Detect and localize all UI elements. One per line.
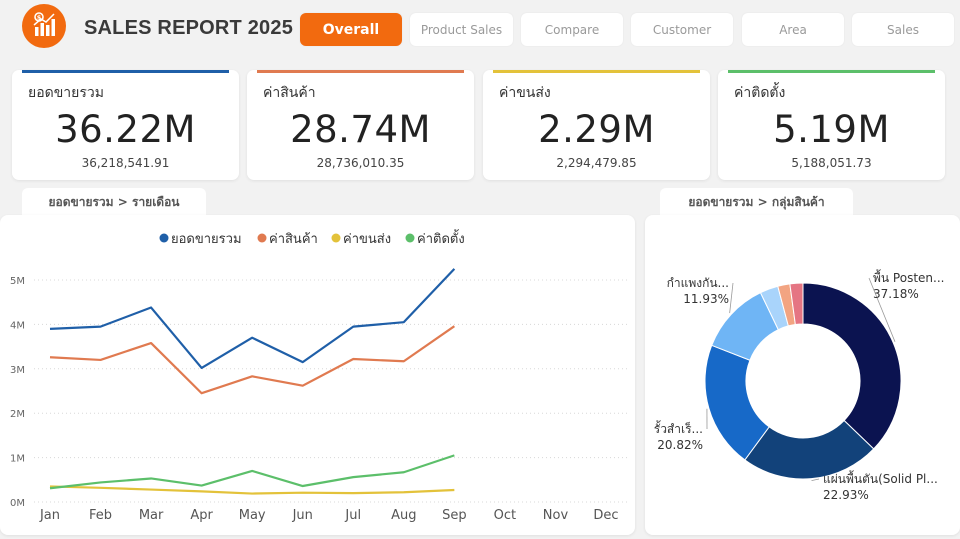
kpi-value: 36.22M (12, 108, 239, 151)
tab-area[interactable]: Area (742, 13, 844, 46)
x-tick-label: Jan (39, 508, 60, 523)
donut-panel-title: ยอดขายรวม > กลุ่มสินค้า (660, 188, 853, 216)
legend-marker (406, 234, 415, 243)
kpi-card-product-cost: ค่าสินค้า 28.74M 28,736,010.35 (247, 70, 474, 180)
x-tick-label: Dec (593, 508, 618, 523)
slice-percent-label: 11.93% (683, 292, 729, 306)
kpi-accent-bar (728, 70, 935, 73)
x-tick-label: Jun (292, 508, 313, 523)
slice-percent-label: 22.93% (823, 488, 869, 502)
y-tick-label: 2M (10, 409, 25, 420)
series-line[interactable] (50, 455, 454, 488)
tab-overall[interactable]: Overall (300, 13, 402, 46)
slice-label: รั้วสำเร็... (654, 420, 703, 436)
product-group-donut-chart: พื้น Posten... 37.18% แผ่นพื้นตัน(Solid Pl… (645, 215, 960, 535)
series-line[interactable] (50, 269, 454, 368)
legend-marker (332, 234, 341, 243)
slice-label: พื้น Posten... (873, 269, 944, 285)
leader-line (730, 283, 733, 313)
legend-label[interactable]: ค่าขนส่ง (343, 232, 391, 247)
series-line[interactable] (50, 486, 454, 493)
kpi-card-total-sales: ยอดขายรวม 36.22M 36,218,541.91 (12, 70, 239, 180)
series-line[interactable] (50, 326, 454, 393)
legend-marker (160, 234, 169, 243)
kpi-value: 2.29M (483, 108, 710, 151)
x-tick-label: Nov (543, 508, 569, 523)
x-tick-label: Aug (391, 508, 416, 523)
line-chart-panel: 0M 1M 2M 3M 4M 5M Jan Feb Mar Apr May Jun Jul Aug Sep O… (0, 215, 635, 535)
kpi-detail: 5,188,051.73 (718, 156, 945, 170)
monthly-line-chart: 0M 1M 2M 3M 4M 5M Jan Feb Mar Apr May Jun Jul Aug Sep O… (0, 215, 635, 535)
y-tick-label: 5M (10, 276, 25, 287)
kpi-label: ยอดขายรวม (28, 82, 104, 104)
x-tick-label: Mar (139, 508, 164, 523)
kpi-accent-bar (493, 70, 700, 73)
legend-label[interactable]: ยอดขายรวม (171, 232, 242, 247)
kpi-card-installation: ค่าติดตั้ง 5.19M 5,188,051.73 (718, 70, 945, 180)
legend-label[interactable]: ค่าติดตั้ง (417, 229, 465, 247)
y-tick-label: 0M (10, 498, 25, 509)
y-tick-label: 3M (10, 365, 25, 376)
donut-chart-panel: พื้น Posten... 37.18% แผ่นพื้นตัน(Solid Pl… (645, 215, 960, 535)
x-tick-label: Feb (89, 508, 112, 523)
page-title: SALES REPORT 2025 (84, 17, 293, 40)
line-panel-title: ยอดขายรวม > รายเดือน (22, 188, 206, 216)
x-tick-label: May (239, 508, 266, 523)
kpi-label: ค่าขนส่ง (499, 82, 551, 104)
leader-line (812, 479, 819, 481)
kpi-value: 28.74M (247, 108, 474, 151)
legend-label[interactable]: ค่าสินค้า (269, 232, 318, 247)
kpi-value: 5.19M (718, 108, 945, 151)
tab-product-sales[interactable]: Product Sales (410, 13, 513, 46)
slice-percent-label: 20.82% (657, 438, 703, 452)
x-tick-label: Jul (344, 508, 361, 523)
tab-sales[interactable]: Sales (852, 13, 954, 46)
x-tick-label: Sep (442, 508, 467, 523)
kpi-card-shipping: ค่าขนส่ง 2.29M 2,294,479.85 (483, 70, 710, 180)
x-tick-label: Apr (190, 508, 213, 523)
kpi-label: ค่าติดตั้ง (734, 82, 785, 104)
kpi-label: ค่าสินค้า (263, 82, 316, 104)
y-tick-label: 4M (10, 320, 25, 331)
legend-marker (258, 234, 267, 243)
kpi-detail: 28,736,010.35 (247, 156, 474, 170)
y-tick-label: 1M (10, 454, 25, 465)
x-tick-label: Oct (494, 508, 516, 523)
kpi-accent-bar (22, 70, 229, 73)
kpi-accent-bar (257, 70, 464, 73)
slice-percent-label: 37.18% (873, 287, 919, 301)
kpi-detail: 2,294,479.85 (483, 156, 710, 170)
tab-compare[interactable]: Compare (521, 13, 623, 46)
slice-label: แผ่นพื้นตัน(Solid Pl... (823, 470, 938, 486)
tab-customer[interactable]: Customer (631, 13, 733, 46)
app-logo: $ (22, 4, 66, 48)
slice-label: กำแพงกัน... (667, 276, 729, 290)
kpi-detail: 36,218,541.91 (12, 156, 239, 170)
donut-slice[interactable] (803, 283, 901, 449)
chart-growth-icon: $ (22, 4, 66, 48)
